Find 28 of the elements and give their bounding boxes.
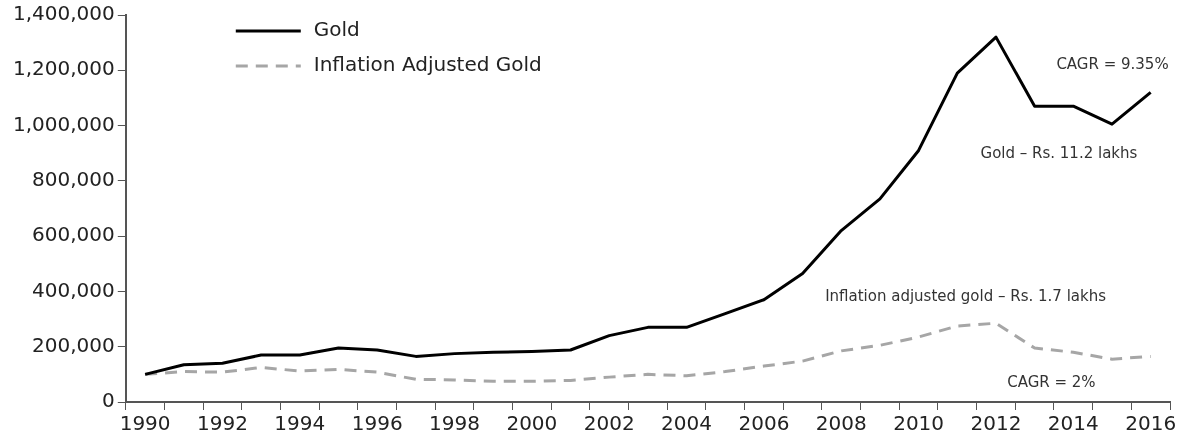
- y-tick-label: 600,000: [32, 222, 115, 247]
- legend-label: Gold: [313, 17, 360, 42]
- legend-label: Inflation Adjusted Gold: [313, 52, 542, 77]
- x-tick-label: 2016: [1125, 411, 1177, 436]
- x-tick-label: 1996: [351, 411, 403, 436]
- x-tick-label: 2014: [1047, 411, 1099, 436]
- y-tick-label: 0: [102, 388, 115, 413]
- x-tick-label: 1990: [119, 411, 171, 436]
- x-tick-label: 2006: [738, 411, 790, 436]
- x-tick-label: 1992: [197, 411, 248, 436]
- y-tick-label: 1,000,000: [12, 111, 115, 136]
- annotation: Gold – Rs. 11.2 lakhs: [980, 144, 1138, 163]
- x-tick-label: 2010: [893, 411, 945, 436]
- y-tick-label: 200,000: [32, 332, 115, 357]
- x-tick-label: 2002: [583, 411, 635, 436]
- annotation: CAGR = 2%: [1007, 372, 1096, 391]
- annotation: CAGR = 9.35%: [1056, 55, 1169, 74]
- y-tick-label: 1,200,000: [12, 56, 115, 81]
- y-tick-label: 800,000: [32, 167, 115, 192]
- x-tick-label: 1998: [429, 411, 480, 436]
- x-tick-label: 2012: [970, 411, 1022, 436]
- x-tick-label: 1994: [274, 411, 326, 436]
- x-tick-label: 2000: [506, 411, 558, 436]
- x-tick-label: 2008: [815, 411, 867, 436]
- y-tick-label: 1,400,000: [12, 1, 115, 26]
- y-tick-label: 400,000: [32, 277, 115, 302]
- annotation: Inflation adjusted gold – Rs. 1.7 lakhs: [825, 287, 1107, 306]
- x-tick-label: 2004: [661, 411, 713, 436]
